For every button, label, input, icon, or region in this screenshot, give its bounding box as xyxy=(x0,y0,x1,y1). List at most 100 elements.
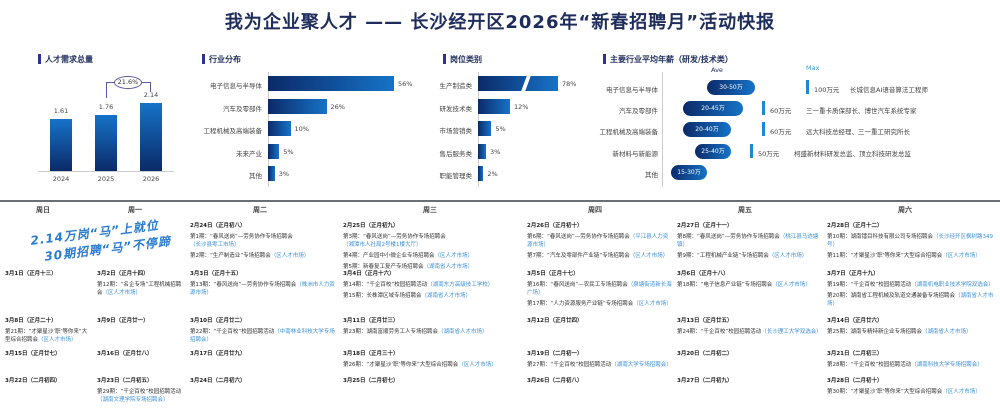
event-location: （长沙县零工市场） xyxy=(190,242,240,248)
calendar-day-cell: 3月4日（正月十六） 第14期：“千企百校”校园招聘活动（湖南东方高级技工学校）第… xyxy=(343,270,523,300)
calendar-day-cell: 3月16日（正月廿八） xyxy=(97,350,185,358)
calendar-date: 3月24日（二月初六） xyxy=(190,378,246,384)
calendar-event: 第1期：“春风送岗”—劳务协作专场招聘会 （长沙县零工市场） xyxy=(190,233,340,249)
bar-职能管理类 xyxy=(478,166,484,181)
bar-2025 xyxy=(95,114,117,171)
calendar-event: 第3期：“春风送岗”—劳务协作专场招聘会 （湘潭市人社局2号楼1楼大厅） xyxy=(343,233,523,249)
y-axis xyxy=(662,72,663,187)
calendar-date: 2月25日（正月初九） xyxy=(343,223,399,229)
category-label: 研发技术类 xyxy=(439,105,473,113)
x-tick-label: 2024 xyxy=(52,175,70,183)
calendar-date: 3月21日（二月初三） xyxy=(827,351,883,357)
event-location: （湖南省人才市场） xyxy=(827,293,994,307)
calendar-date: 3月5日（正月十七） xyxy=(527,271,579,277)
calendar-day-cell: 3月6日（正月十八） 第18期：“电子信息产业链”专场招聘会（区人才市场） xyxy=(677,270,822,289)
weekday-header: 周二 xyxy=(253,206,267,214)
max-salary-value: 100万元 xyxy=(814,86,840,94)
event-location: （长沙经开区枫树路349号） xyxy=(827,234,993,248)
bar-value-label: 10% xyxy=(294,125,309,133)
calendar-event: 第6期：“春风送岗”—劳务协作专场招聘会（平江县人力资源市场） xyxy=(527,233,672,249)
bar-工程机械及高端装备 xyxy=(268,121,291,136)
event-title: 第8期：“春风送岗”—劳务协作专场招聘会 xyxy=(677,234,780,240)
bar-电子信息与半导体 xyxy=(268,76,394,91)
calendar-day-cell: 3月27日（二月初九） xyxy=(677,377,822,385)
event-title: 第11期：“才聚星沙‘职’等你来”大型综合招聘会 xyxy=(827,253,943,259)
calendar-event: 第7期：“汽车及零部件产业链”专场招聘会（区人才市场） xyxy=(527,252,672,260)
bar-value-label: 2.14 xyxy=(143,90,159,99)
calendar-day-cell: 3月28日（二月初十） 第30期：“才聚星沙‘职’等你来”大型综合招聘会（区人才市… xyxy=(827,377,997,396)
bar-生产制造类 xyxy=(478,76,558,91)
event-location: （区人才市场） xyxy=(629,253,669,259)
section-title-talent-demand: 人才需求总量 xyxy=(38,54,93,65)
max-marker xyxy=(762,101,765,115)
page-title: 我为企业聚人才 —— 长沙经开区2026年“新春招聘月”活动快报 xyxy=(224,12,776,33)
calendar-event: 第20期：湖南省工程机械及轨道交通装备专场招聘会（湖南省人才市场） xyxy=(827,292,997,308)
event-location: （区人才市场） xyxy=(270,253,310,259)
calendar-day-cell: 3月23日（二月初五） 第29期：“千企百校”校园招聘活动 （湖南文理学院专场招聘会… xyxy=(97,377,185,404)
event-location: （株洲市人力资源市场） xyxy=(190,282,335,296)
calendar-date: 3月1日（正月十三） xyxy=(5,271,57,277)
calendar-day-cell: 2月25日（正月初九） 第3期：“春风送岗”—劳务协作专场招聘会 （湘潭市人社局2号… xyxy=(343,222,523,271)
event-title: 第19期：“千企百校”校园招聘活动 xyxy=(827,282,912,288)
max-salary-value: 50万元 xyxy=(758,150,780,158)
calendar-event: 第12期：“名企专场”工程机械招聘会（区人才市场） xyxy=(97,281,185,297)
calendar-date: 3月20日（二月初二） xyxy=(677,351,733,357)
calendar-event: 第17期：“人力资源服务产业链”专场招聘会（区人才市场） xyxy=(527,300,672,308)
growth-arrow-left xyxy=(106,82,107,98)
calendar-date: 3月12日（正月廿四） xyxy=(527,318,583,324)
section-title-industry: 行业分布 xyxy=(202,54,241,65)
event-title: 第12期：“名企专场”工程机械招聘会 xyxy=(97,282,182,296)
event-title: 第22期：“千企百校”校园招聘活动 xyxy=(190,329,275,335)
calendar-date: 3月7日（正月十九） xyxy=(827,271,879,277)
calendar-day-cell: 3月10日（正月廿二） 第22期：“千企百校”校园招聘活动（中南林业科技大学专场招… xyxy=(190,317,340,344)
event-title: 第4期：产业园中小微企业专场招聘会 xyxy=(343,253,435,259)
bar-value-label: 3% xyxy=(490,148,501,156)
calendar-date: 3月13日（正月廿五） xyxy=(677,318,733,324)
section-title-job-category: 岗位类别 xyxy=(443,54,482,65)
event-location: （湖南省人才市场） xyxy=(438,329,488,335)
event-title: 第24期：“千企百校”校园招聘活动 xyxy=(677,329,762,335)
calendar-event: 第19期：“千企百校”校园招聘活动（湖南机电职业技术学院双选会） xyxy=(827,281,997,289)
calendar-date: 3月16日（正月廿八） xyxy=(97,351,153,357)
calendar-date: 3月17日（正月廿九） xyxy=(190,351,246,357)
event-title: 第16期：“春风送岗”—农民工专场招聘会 xyxy=(527,282,628,288)
calendar-day-cell: 3月22日（二月初四） xyxy=(5,377,90,385)
event-title: 第23期：湖南富顺劳务工人专场招聘会 xyxy=(343,329,438,335)
category-label: 生产制造类 xyxy=(439,82,473,90)
category-label: 汽车及零部件 xyxy=(223,105,262,113)
calendar-day-cell: 3月26日（二月初八） xyxy=(527,377,672,385)
calendar-date: 3月8日（正月二十） xyxy=(5,318,57,324)
bar-市场营销类 xyxy=(478,121,492,136)
calendar-day-cell: 3月5日（正月十七） 第16期：“春风送岗”—农民工专场招聘会（泉塘街道新长海广场… xyxy=(527,270,672,308)
calendar-event: 第4期：产业园中小微企业专场招聘会（区人才市场） xyxy=(343,252,523,260)
max-salary-note: 三一重卡质保部长、博世汽车系统专家 xyxy=(806,107,917,115)
event-location: （湖南文理学院专场招聘会） xyxy=(97,397,169,403)
event-location: （长沙理工大学双选会） xyxy=(761,329,822,335)
calendar-day-cell: 3月12日（正月廿四） xyxy=(527,317,672,325)
category-label: 新材料与新能源 xyxy=(612,150,659,158)
bar-其他 xyxy=(268,166,275,181)
calendar-event: 第26期：“才聚星沙‘职’等你来”大型综合招聘会（区人才市场） xyxy=(343,361,523,369)
category-label: 职能管理类 xyxy=(439,172,473,180)
event-title: 第7期：“汽车及零部件产业链”专场招聘会 xyxy=(527,253,630,259)
event-location: （平江县人力资源市场） xyxy=(527,234,669,248)
calendar-date: 3月28日（二月初十） xyxy=(827,378,883,384)
calendar-day-cell: 3月20日（二月初二） xyxy=(677,350,822,358)
event-title: 第18期：“电子信息产业链”专场招聘会 xyxy=(677,282,773,288)
event-title: 第14期：“千企百校”校园招聘活动 xyxy=(343,282,428,288)
calendar-day-cell: 2月27日（正月十一） 第8期：“春风送岗”—劳务协作专场招聘会（桃江县马迹塘镇）… xyxy=(677,222,822,260)
category-label: 汽车及零部件 xyxy=(619,107,658,115)
calendar-day-cell: 3月19日（二月初一） 第27期：“千企百校”校园招聘活动（湖南大学专场招聘会） xyxy=(527,350,672,369)
calendar-event: 第9期：“工程机械产业链”专场招聘会（区人才市场） xyxy=(677,252,822,260)
calendar-event: 第14期：“千企百校”校园招聘活动（湖南东方高级技工学校） xyxy=(343,281,523,289)
event-title: 第28期：“千企百校”校园招聘活动 xyxy=(827,362,912,368)
calendar-event: 第30期：“才聚星沙‘职’等你来”大型综合招聘会（区人才市场） xyxy=(827,388,997,396)
calendar-event: 第23期：湖南富顺劳务工人专场招聘会（湖南省人才市场） xyxy=(343,328,523,336)
calendar-day-cell: 2月28日（正月十二） 第10期：湖南镭目科技有限公司专场招聘会（长沙经开区枫树路… xyxy=(827,222,997,260)
salary-range-bar: 20-45万 xyxy=(683,101,743,116)
bar-value-label: 1.61 xyxy=(53,107,69,116)
bar-研发技术类 xyxy=(478,99,511,114)
calendar-date: 3月3日（正月十五） xyxy=(190,271,242,277)
event-title: 第26期：“才聚星沙‘职’等你来”大型综合招聘会 xyxy=(343,362,459,368)
growth-arrow-right xyxy=(150,82,151,92)
